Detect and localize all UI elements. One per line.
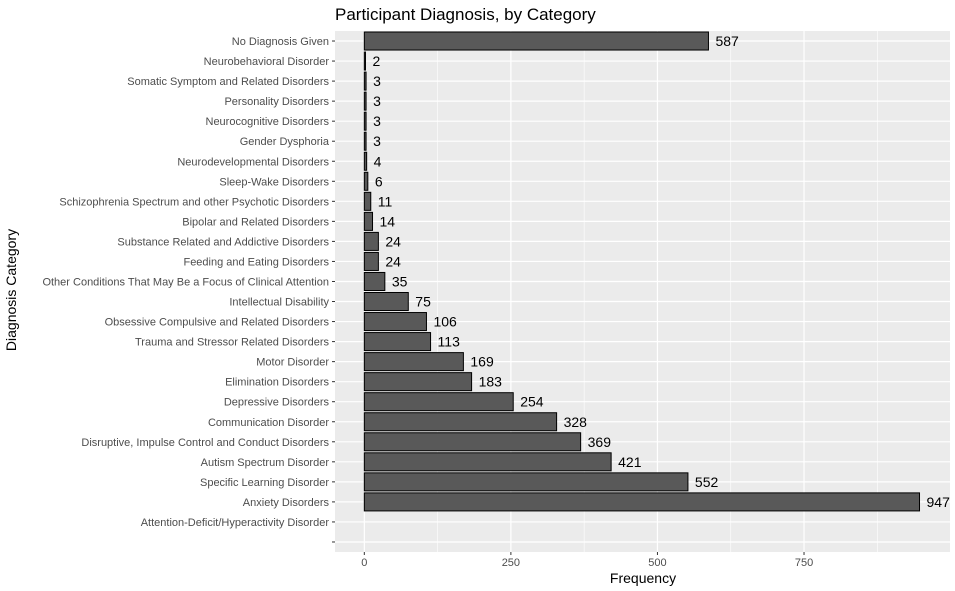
bar (363, 211, 374, 231)
x-axis: 0 250 500 750 (361, 552, 813, 569)
bar (363, 292, 409, 312)
bar (363, 432, 582, 452)
bar (363, 332, 432, 352)
bar-value-label: 75 (415, 294, 431, 310)
bar (363, 131, 367, 151)
y-tick-label: Intellectual Disability (229, 297, 329, 309)
y-tick-label: Somatic Symptom and Related Disorders (127, 76, 329, 88)
y-tick-label: Personality Disorders (224, 96, 329, 108)
bar-value-label: 254 (520, 394, 544, 410)
y-tick-label: Obsessive Compulsive and Related Disorde… (105, 317, 330, 329)
bar-value-label: 3 (373, 73, 381, 89)
bar-value-label: 3 (373, 93, 381, 109)
bar-value-label: 4 (374, 153, 382, 169)
bar (363, 412, 558, 432)
bar-value-label: 947 (927, 494, 951, 510)
y-tick-label: Gender Dysphoria (240, 136, 330, 148)
y-tick-label: Trauma and Stressor Related Disorders (135, 337, 330, 349)
bar-value-label: 2 (372, 53, 380, 69)
bar (363, 151, 368, 171)
bar (363, 392, 514, 412)
bar-value-label: 24 (385, 233, 401, 249)
bar (363, 492, 921, 512)
bar (363, 372, 473, 392)
y-tick-label: Neurodevelopmental Disorders (177, 156, 329, 168)
y-tick-label: Disruptive, Impulse Control and Conduct … (81, 437, 329, 449)
bar-value-label: 3 (373, 113, 381, 129)
bar-value-label: 113 (438, 334, 461, 350)
x-tick-label: 750 (795, 557, 813, 569)
bar (363, 251, 379, 271)
bar-value-label: 3 (373, 133, 381, 149)
bar-value-label: 106 (433, 314, 457, 330)
bar (363, 71, 367, 91)
chart-title: Participant Diagnosis, by Category (335, 5, 596, 24)
y-tick-label: Communication Disorder (208, 417, 329, 429)
y-tick-label: Motor Disorder (256, 357, 329, 369)
x-tick-label: 250 (502, 557, 520, 569)
bar (363, 312, 427, 332)
y-tick-label: Elimination Disorders (225, 377, 329, 389)
y-axis: No Diagnosis Given Neurobehavioral Disord… (42, 36, 335, 543)
bar (363, 111, 367, 131)
bar (363, 231, 379, 251)
bar (363, 472, 689, 492)
x-axis-title: Frequency (610, 570, 676, 586)
bar-value-label: 11 (378, 193, 393, 209)
y-tick-label: Neurocognitive Disorders (206, 116, 330, 128)
y-tick-label: Sleep-Wake Disorders (219, 176, 329, 188)
bar-value-label: 421 (618, 454, 642, 470)
bar-value-label: 587 (715, 33, 739, 49)
bar (363, 51, 366, 71)
bar-value-label: 6 (375, 173, 383, 189)
y-axis-title: Diagnosis Category (3, 229, 19, 351)
bar (363, 191, 372, 211)
bar (363, 352, 464, 372)
y-tick-label: Substance Related and Addictive Disorder… (117, 236, 329, 248)
bar-value-label: 14 (380, 213, 396, 229)
bar-value-label: 552 (695, 474, 719, 490)
y-tick-label: Anxiety Disorders (243, 497, 330, 509)
bar-value-label: 183 (479, 374, 503, 390)
bar-value-label: 35 (392, 273, 408, 289)
y-tick-label: Feeding and Eating Disorders (183, 256, 329, 268)
bar-value-label: 328 (564, 414, 588, 430)
bar (363, 271, 386, 291)
bar (363, 91, 367, 111)
y-tick-label: Schizophrenia Spectrum and other Psychot… (59, 196, 329, 208)
y-tick-label: No Diagnosis Given (232, 36, 329, 48)
bar (363, 171, 369, 191)
y-tick-label: Autism Spectrum Disorder (201, 457, 330, 469)
y-tick-label: Depressive Disorders (224, 397, 330, 409)
bars (363, 31, 921, 512)
bar-value-label: 169 (470, 354, 494, 370)
bar (363, 452, 612, 472)
x-tick-label: 0 (361, 557, 367, 569)
y-tick-label: Neurobehavioral Disorder (204, 56, 330, 68)
y-tick-label: Other Conditions That May Be a Focus of … (42, 276, 329, 288)
bar-value-label: 369 (588, 434, 612, 450)
bar (363, 31, 709, 51)
y-tick-label: Specific Learning Disorder (200, 477, 329, 489)
x-tick-label: 500 (648, 557, 666, 569)
y-tick-label: Bipolar and Related Disorders (182, 216, 329, 228)
y-tick-label: Attention-Deficit/Hyperactivity Disorder (141, 517, 330, 529)
bar-value-label: 24 (385, 253, 401, 269)
